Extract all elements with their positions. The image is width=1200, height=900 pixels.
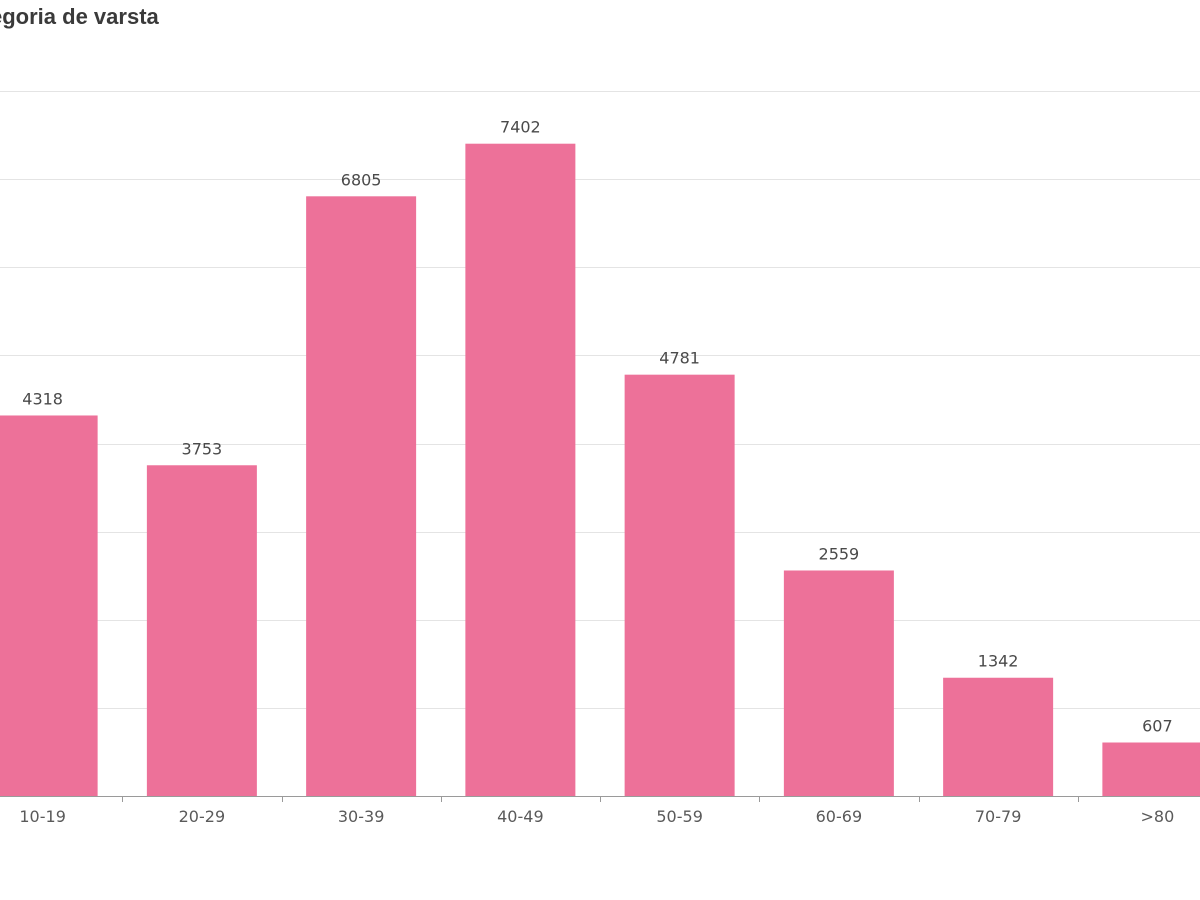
x-axis: 10-19 20-29 30-39 40-49 50-59 60-69 70-79 >80 [0,796,1200,826]
data-label-40-49: 7402 [500,118,541,137]
tick-label-10-19: 10-19 [19,807,66,826]
bar->80 [1102,742,1200,796]
data-label-20-29: 3753 [182,439,223,458]
data-label-60-69: 2559 [819,544,860,563]
bar-30-39 [306,196,417,796]
tick-label-60-69: 60-69 [816,807,863,826]
tick-label-40-49: 40-49 [497,807,544,826]
data-labels: 4318 3753 6805 7402 4781 2559 1342 607 [22,118,1172,736]
bar-60-69 [783,570,894,796]
data-label-50-59: 4781 [659,349,700,368]
bar-40-49 [465,143,576,797]
tick-label-70-79: 70-79 [975,807,1022,826]
bar-50-59 [624,374,735,796]
bar-70-79 [943,677,1054,796]
data-label->80: 607 [1142,717,1173,736]
bar-20-29 [146,465,257,796]
data-label-30-39: 6805 [341,170,382,189]
tick-label->80: >80 [1140,807,1174,826]
data-label-10-19: 4318 [22,389,63,408]
tick-label-20-29: 20-29 [179,807,226,826]
bar-10-19 [0,415,98,796]
chart-title: egoria de varsta [0,4,159,29]
bars [0,143,1200,797]
tick-label-50-59: 50-59 [656,807,703,826]
data-label-70-79: 1342 [978,652,1019,671]
tick-label-30-39: 30-39 [338,807,385,826]
